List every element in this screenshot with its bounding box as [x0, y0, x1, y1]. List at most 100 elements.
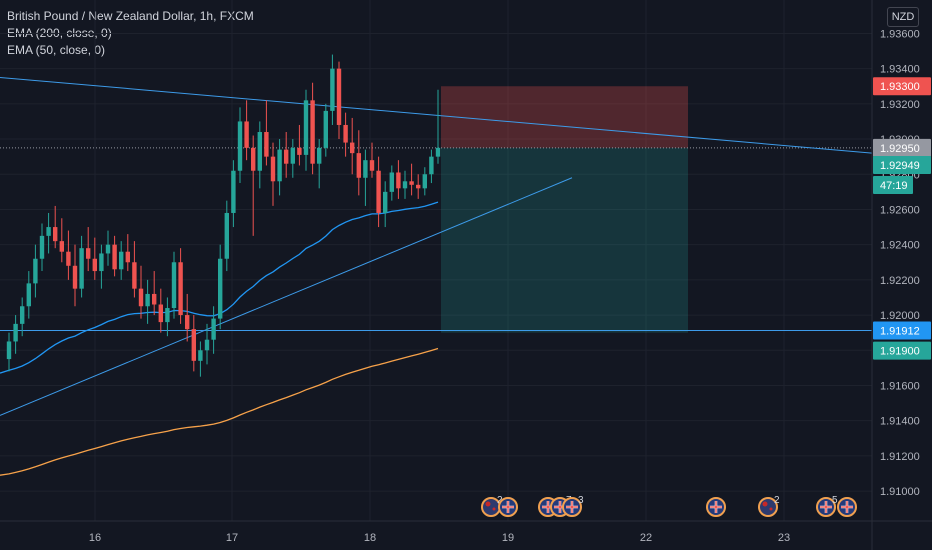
candle-body [284, 149, 289, 164]
x-tick-label: 18 [364, 532, 376, 544]
y-tick-label: 1.92400 [880, 240, 920, 252]
candle-body [402, 181, 408, 189]
candle-body [211, 318, 216, 340]
economic-event-icon: 2 [758, 495, 780, 517]
candle [26, 271, 31, 319]
candle-body [336, 68, 342, 125]
candle [218, 244, 223, 330]
descending-trendline [0, 76, 873, 154]
y-tick-label: 1.91200 [880, 451, 920, 463]
candle [290, 139, 295, 178]
candle-body [231, 170, 236, 213]
event-count: 5 [832, 495, 838, 506]
candle [165, 297, 170, 337]
price-tag-label: 1.93300 [880, 81, 920, 93]
y-tick-label: 1.92200 [880, 275, 920, 287]
candle-body [53, 227, 58, 242]
candle-body [317, 147, 322, 164]
candle-body [152, 293, 157, 305]
candle [376, 156, 381, 228]
candle-body [218, 258, 223, 319]
candle-body [409, 181, 414, 185]
currency-button[interactable]: NZD [887, 7, 919, 27]
candle [402, 170, 408, 199]
y-tick-label: 1.93400 [880, 64, 920, 76]
candle-body [356, 153, 361, 178]
candle [389, 165, 394, 201]
flag-star [762, 501, 768, 507]
candle-body [99, 253, 104, 272]
candle-body [72, 265, 78, 289]
candle [237, 107, 243, 184]
candle [336, 61, 342, 140]
candles [6, 54, 441, 377]
candle [251, 135, 256, 236]
economic-event-icon [498, 497, 518, 517]
economic-event-icon [837, 497, 857, 517]
candle-body [369, 160, 375, 171]
candle-body [158, 304, 163, 323]
candle-body [191, 329, 196, 361]
candle-body [383, 191, 388, 213]
price-tag-bg [873, 156, 931, 175]
candle-body [429, 156, 434, 175]
y-tick-label: 1.93200 [880, 99, 920, 111]
price-tag-label: 47:19 [880, 180, 908, 192]
price-tag-bg [873, 138, 931, 157]
candle [343, 112, 348, 157]
x-tick-label: 19 [502, 532, 514, 544]
candle-body [138, 288, 144, 307]
candle-body [33, 258, 38, 284]
candle-body [323, 110, 328, 148]
candle-body [119, 251, 124, 270]
candle-body [251, 147, 256, 171]
candle [284, 132, 289, 178]
price-tag-horizontal-line: 1.91912 [873, 321, 931, 340]
candle [66, 230, 71, 280]
candle-body [13, 323, 18, 342]
flag-star [492, 507, 496, 511]
y-tick-label: 1.92000 [880, 310, 920, 322]
candle [224, 200, 229, 272]
candle [435, 89, 441, 164]
candle-body [396, 172, 401, 189]
y-tick-label: 1.93600 [880, 28, 920, 40]
candle [198, 341, 203, 377]
candle [323, 103, 328, 157]
candle [72, 244, 78, 307]
candle [178, 248, 183, 324]
candle [145, 279, 150, 324]
chart-legend: British Pound / New Zealand Dollar, 1h, … [7, 8, 254, 59]
candle-body [20, 306, 25, 324]
candle-body [178, 262, 183, 316]
candle-body [112, 244, 117, 270]
stop-loss-zone [441, 86, 688, 148]
price-tag-countdown: 47:19 [873, 176, 913, 195]
candle [132, 241, 137, 298]
x-tick-label: 16 [89, 532, 101, 544]
candle [39, 223, 45, 272]
candle [416, 174, 421, 199]
price-tag-bg [873, 77, 931, 96]
candle-body [204, 339, 210, 351]
economic-event-icon: 5 [816, 495, 838, 517]
candle-body [277, 149, 282, 182]
candle [350, 117, 355, 175]
candle-body [330, 68, 335, 111]
event-count: 2 [497, 495, 503, 506]
grid [0, 0, 872, 521]
candle [191, 315, 196, 372]
candle-body [145, 293, 150, 307]
candle [422, 167, 427, 196]
candle [383, 181, 388, 228]
candle [363, 149, 368, 206]
candle [310, 82, 315, 175]
symbol-title[interactable]: British Pound / New Zealand Dollar, 1h, … [7, 9, 254, 23]
ema-50-label[interactable]: EMA (50, close, 0) [7, 43, 106, 57]
candle-body [26, 283, 31, 307]
candle-body [257, 132, 262, 171]
candle [369, 142, 375, 178]
y-tick-label: 1.92600 [880, 204, 920, 216]
candle-body [237, 121, 243, 171]
